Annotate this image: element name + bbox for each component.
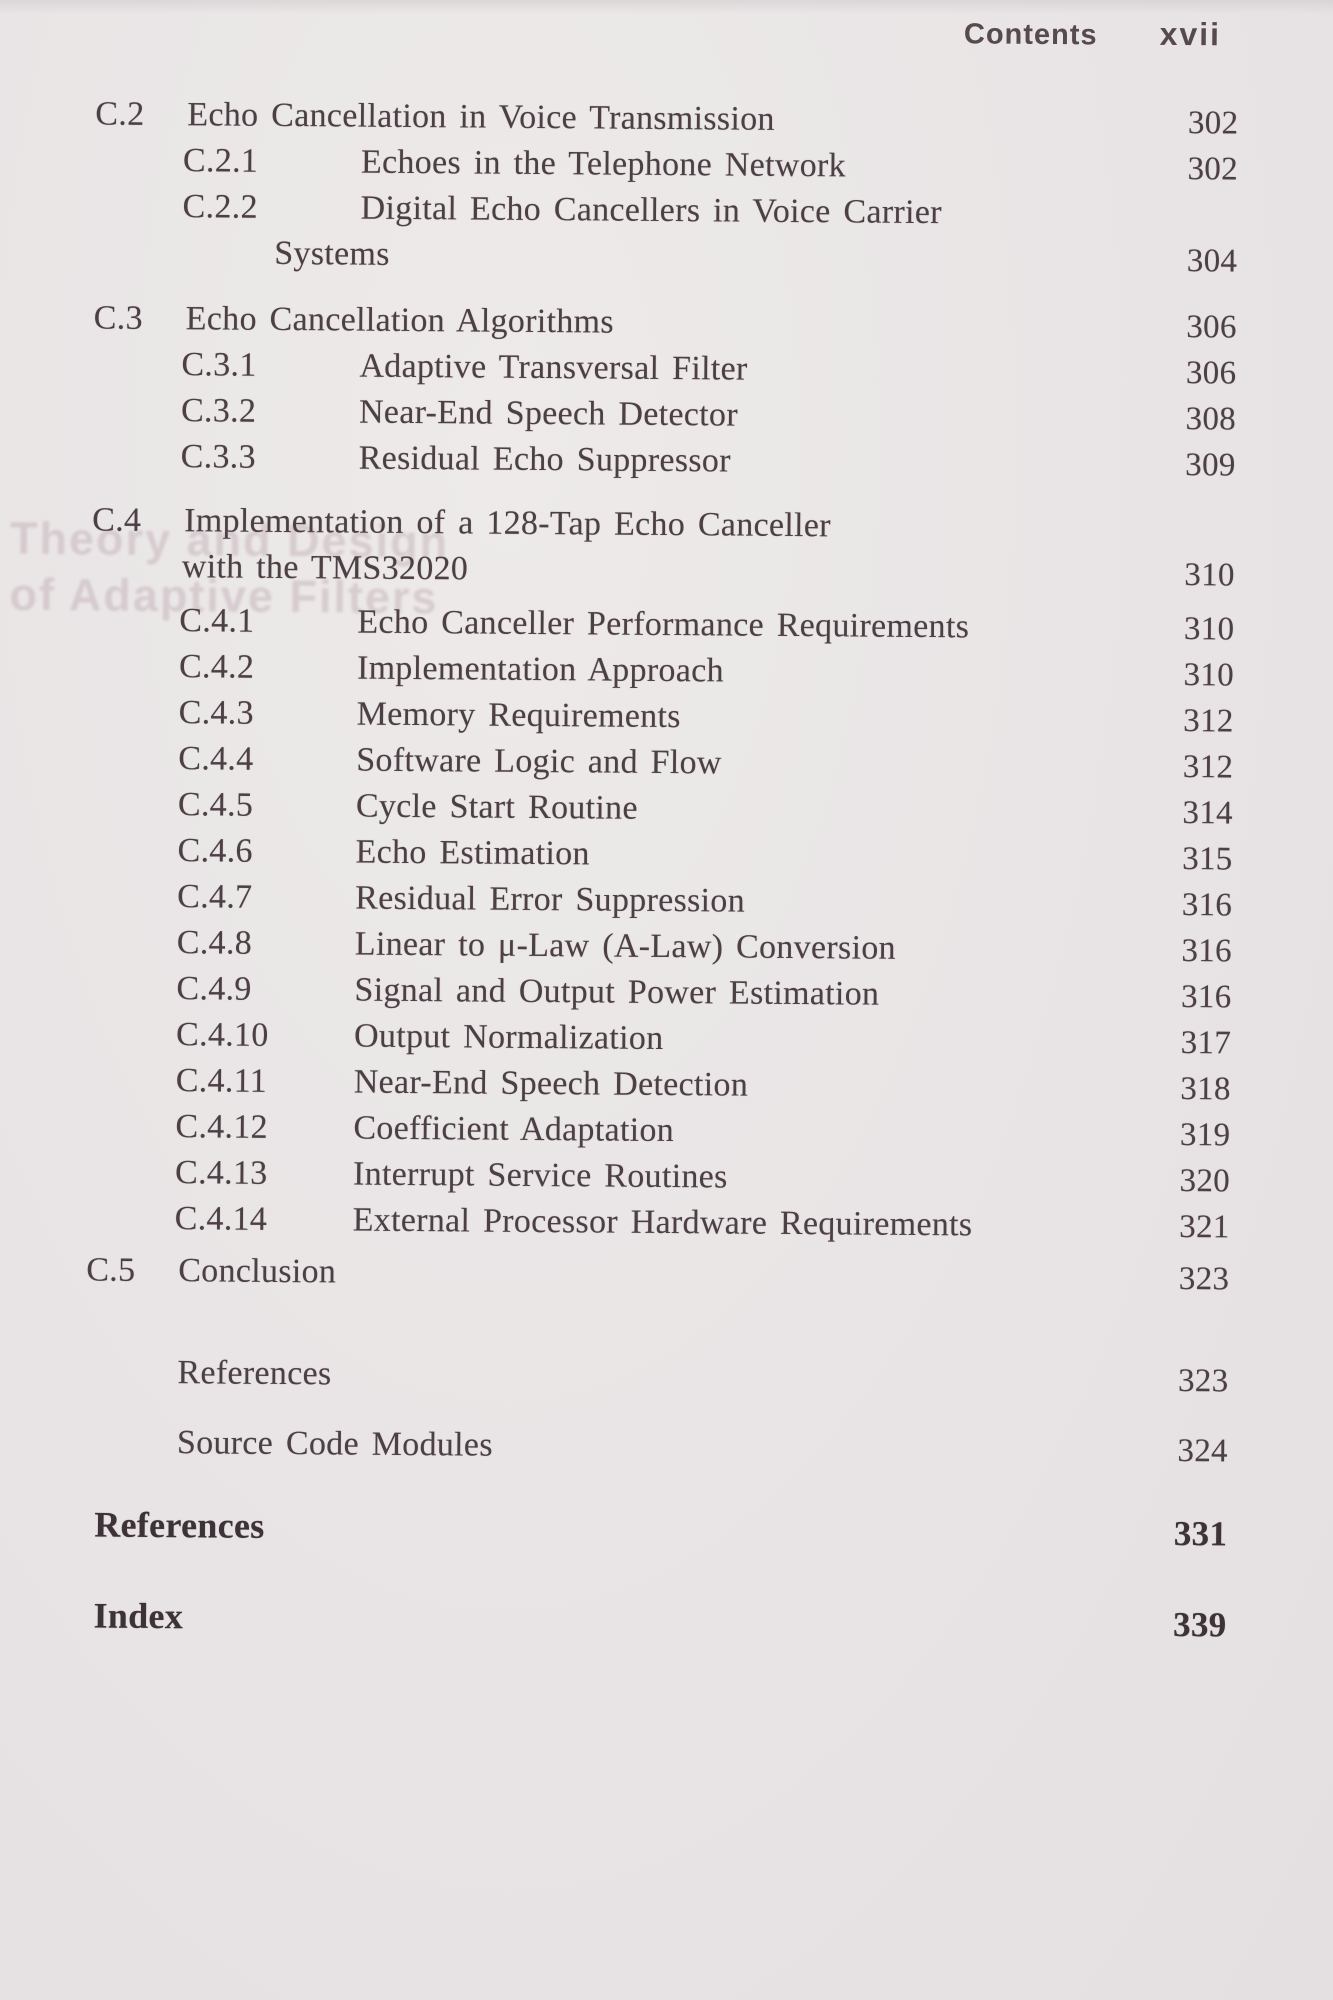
toc-entry-number: C.4.8	[176, 924, 253, 962]
toc-entry-title: Index	[93, 1595, 184, 1637]
toc-entry-title: Conclusion	[178, 1252, 337, 1291]
toc-entry-page: 320	[1179, 1163, 1231, 1200]
toc-entry-page: 316	[1181, 933, 1232, 970]
toc-entry-number: C.4.6	[177, 832, 253, 870]
toc-entry-number: C.4.12	[175, 1108, 269, 1146]
toc-entry-page: 312	[1183, 703, 1234, 740]
toc-entry-page: 306	[1185, 355, 1237, 392]
toc-entry-page-spacer	[1143, 539, 1235, 540]
toc-entry-title: Signal and Output Power Estimation	[354, 971, 880, 1013]
toc-entry-number: C.3.2	[180, 392, 257, 430]
toc-entry-number: C.4.11	[175, 1062, 268, 1100]
toc-entry-title: Output Normalization	[353, 1017, 664, 1057]
toc-entry-title: Implementation of a 128-Tap Echo Cancell…	[184, 502, 832, 545]
toc-entry-title: Residual Echo Suppressor	[358, 439, 731, 480]
toc-entry-title: Digital Echo Cancellers in Voice Carrier	[360, 189, 942, 232]
toc-entry-title: Echo Cancellation in Voice Transmission	[187, 96, 775, 138]
toc-entry-title: Memory Requirements	[356, 695, 681, 736]
toc-entry-title: Echo Estimation	[355, 833, 590, 873]
toc-entry-number: C.3.3	[180, 438, 257, 476]
toc-entry: Source Code Modules 324	[85, 1419, 1228, 1474]
toc-entry-title: References	[94, 1504, 265, 1546]
toc-entry-page: 310	[1183, 657, 1235, 694]
toc-entry-title: Linear to μ-Law (A-Law) Conversion	[354, 925, 897, 967]
toc-entry-number: C.4.2	[178, 648, 255, 686]
toc-entry: Index 339	[83, 1592, 1226, 1648]
toc-entry-number: C.4.7	[177, 878, 253, 916]
toc-entry-page: 323	[1178, 1261, 1230, 1298]
toc-entry-number: C.4.9	[176, 970, 252, 1008]
toc-entry-title: Residual Error Suppression	[355, 879, 746, 920]
running-head-title: Contents	[963, 18, 1098, 52]
toc-entry-number: C.4.10	[175, 1016, 269, 1054]
toc-entry-title: Echo Canceller Performance Requirements	[357, 603, 970, 646]
toc-entry-title: Interrupt Service Routines	[352, 1155, 728, 1196]
toc-entry-page: 309	[1185, 447, 1236, 484]
toc-entry-page: 314	[1182, 795, 1234, 832]
toc-entry-title: References	[177, 1354, 332, 1393]
toc-entry-page: 304	[1186, 243, 1238, 280]
toc-entry-page: 319	[1179, 1117, 1231, 1154]
toc-entry-number: C.4.5	[177, 786, 254, 824]
toc-entry-number: C.2.1	[182, 142, 259, 180]
toc-entry: References 323	[85, 1349, 1228, 1404]
toc-entry-page: 318	[1180, 1071, 1231, 1108]
toc-entry-number: C.4.4	[178, 740, 254, 778]
toc-entry-continuation-text: Systems	[274, 234, 390, 273]
toc-entry-page: 310	[1184, 557, 1235, 594]
toc-entry-continuation: Systems 304	[94, 229, 1237, 284]
toc-entry-title: Echoes in the Telephone Network	[360, 143, 847, 185]
running-head-page-number: xvii	[1159, 15, 1222, 53]
toc-entry-number: C.4.13	[174, 1154, 268, 1192]
toc-entry-page: 316	[1180, 979, 1232, 1016]
toc-entry-page: 315	[1182, 841, 1233, 878]
toc-entry-number: C.3	[93, 299, 143, 337]
toc-entry-page: 323	[1177, 1363, 1229, 1400]
toc-entry-page: 302	[1187, 105, 1239, 142]
toc-entry-page: 324	[1177, 1433, 1229, 1470]
toc-entry-title: External Processor Hardware Requirements	[352, 1201, 973, 1244]
toc-entry-number: C.4.1	[179, 602, 255, 640]
toc-entry-number: C.4.14	[174, 1200, 268, 1238]
toc-entry-continuation-text: with the TMS32020	[181, 548, 469, 588]
toc-entry-page: 312	[1182, 749, 1234, 786]
toc-entry-number: C.2	[95, 95, 145, 133]
toc-entry: C.5 Conclusion 323	[86, 1247, 1229, 1302]
toc-entry-number: C.2.2	[182, 188, 258, 226]
toc-entry-title: Coefficient Adaptation	[353, 1109, 675, 1150]
toc-entry-page: 317	[1180, 1025, 1232, 1062]
toc-entry-title: Source Code Modules	[176, 1424, 493, 1464]
toc-entry-title: Cycle Start Routine	[355, 787, 638, 827]
toc-entry-title: Echo Cancellation Algorithms	[185, 300, 615, 341]
toc-entry-number: C.5	[86, 1251, 136, 1289]
running-head: Contents xvii	[6, 7, 1333, 54]
toc-entry-page: 306	[1186, 309, 1237, 346]
table-of-contents: C.2 Echo Cancellation in Voice Transmissi…	[0, 91, 1333, 1649]
toc-entry-page: 339	[1172, 1605, 1227, 1645]
toc-entry-page: 316	[1181, 887, 1233, 924]
toc-entry-title: Near-End Speech Detector	[358, 393, 739, 434]
toc-entry-title: Near-End Speech Detection	[353, 1063, 749, 1104]
toc-entry-page: 321	[1179, 1209, 1230, 1246]
toc-entry-continuation: with the TMS32020 310	[92, 543, 1235, 598]
toc-entry-page: 331	[1173, 1514, 1228, 1554]
toc-entry: C.2.2 Digital Echo Cancellers in Voice Ca…	[94, 183, 1237, 238]
toc-entry: C.3.3 Residual Echo Suppressor 309	[92, 433, 1236, 488]
toc-entry-page: 308	[1185, 401, 1237, 438]
toc-entry-page: 302	[1187, 151, 1239, 188]
toc-entry-title: Software Logic and Flow	[356, 741, 722, 782]
toc-entry-title: Adaptive Transversal Filter	[359, 347, 748, 388]
toc-entry-number: C.4.3	[178, 694, 255, 732]
toc-entry-title: Implementation Approach	[356, 649, 725, 690]
toc-entry-page: 310	[1183, 611, 1235, 648]
toc-entry: C.4.14 External Processor Hardware Requir…	[87, 1195, 1230, 1250]
toc-entry-number: C.3.1	[181, 346, 257, 384]
toc-entry-number: C.4	[92, 501, 142, 539]
toc-entry-page-spacer	[1146, 225, 1238, 226]
toc-entry: References 331	[84, 1501, 1227, 1557]
